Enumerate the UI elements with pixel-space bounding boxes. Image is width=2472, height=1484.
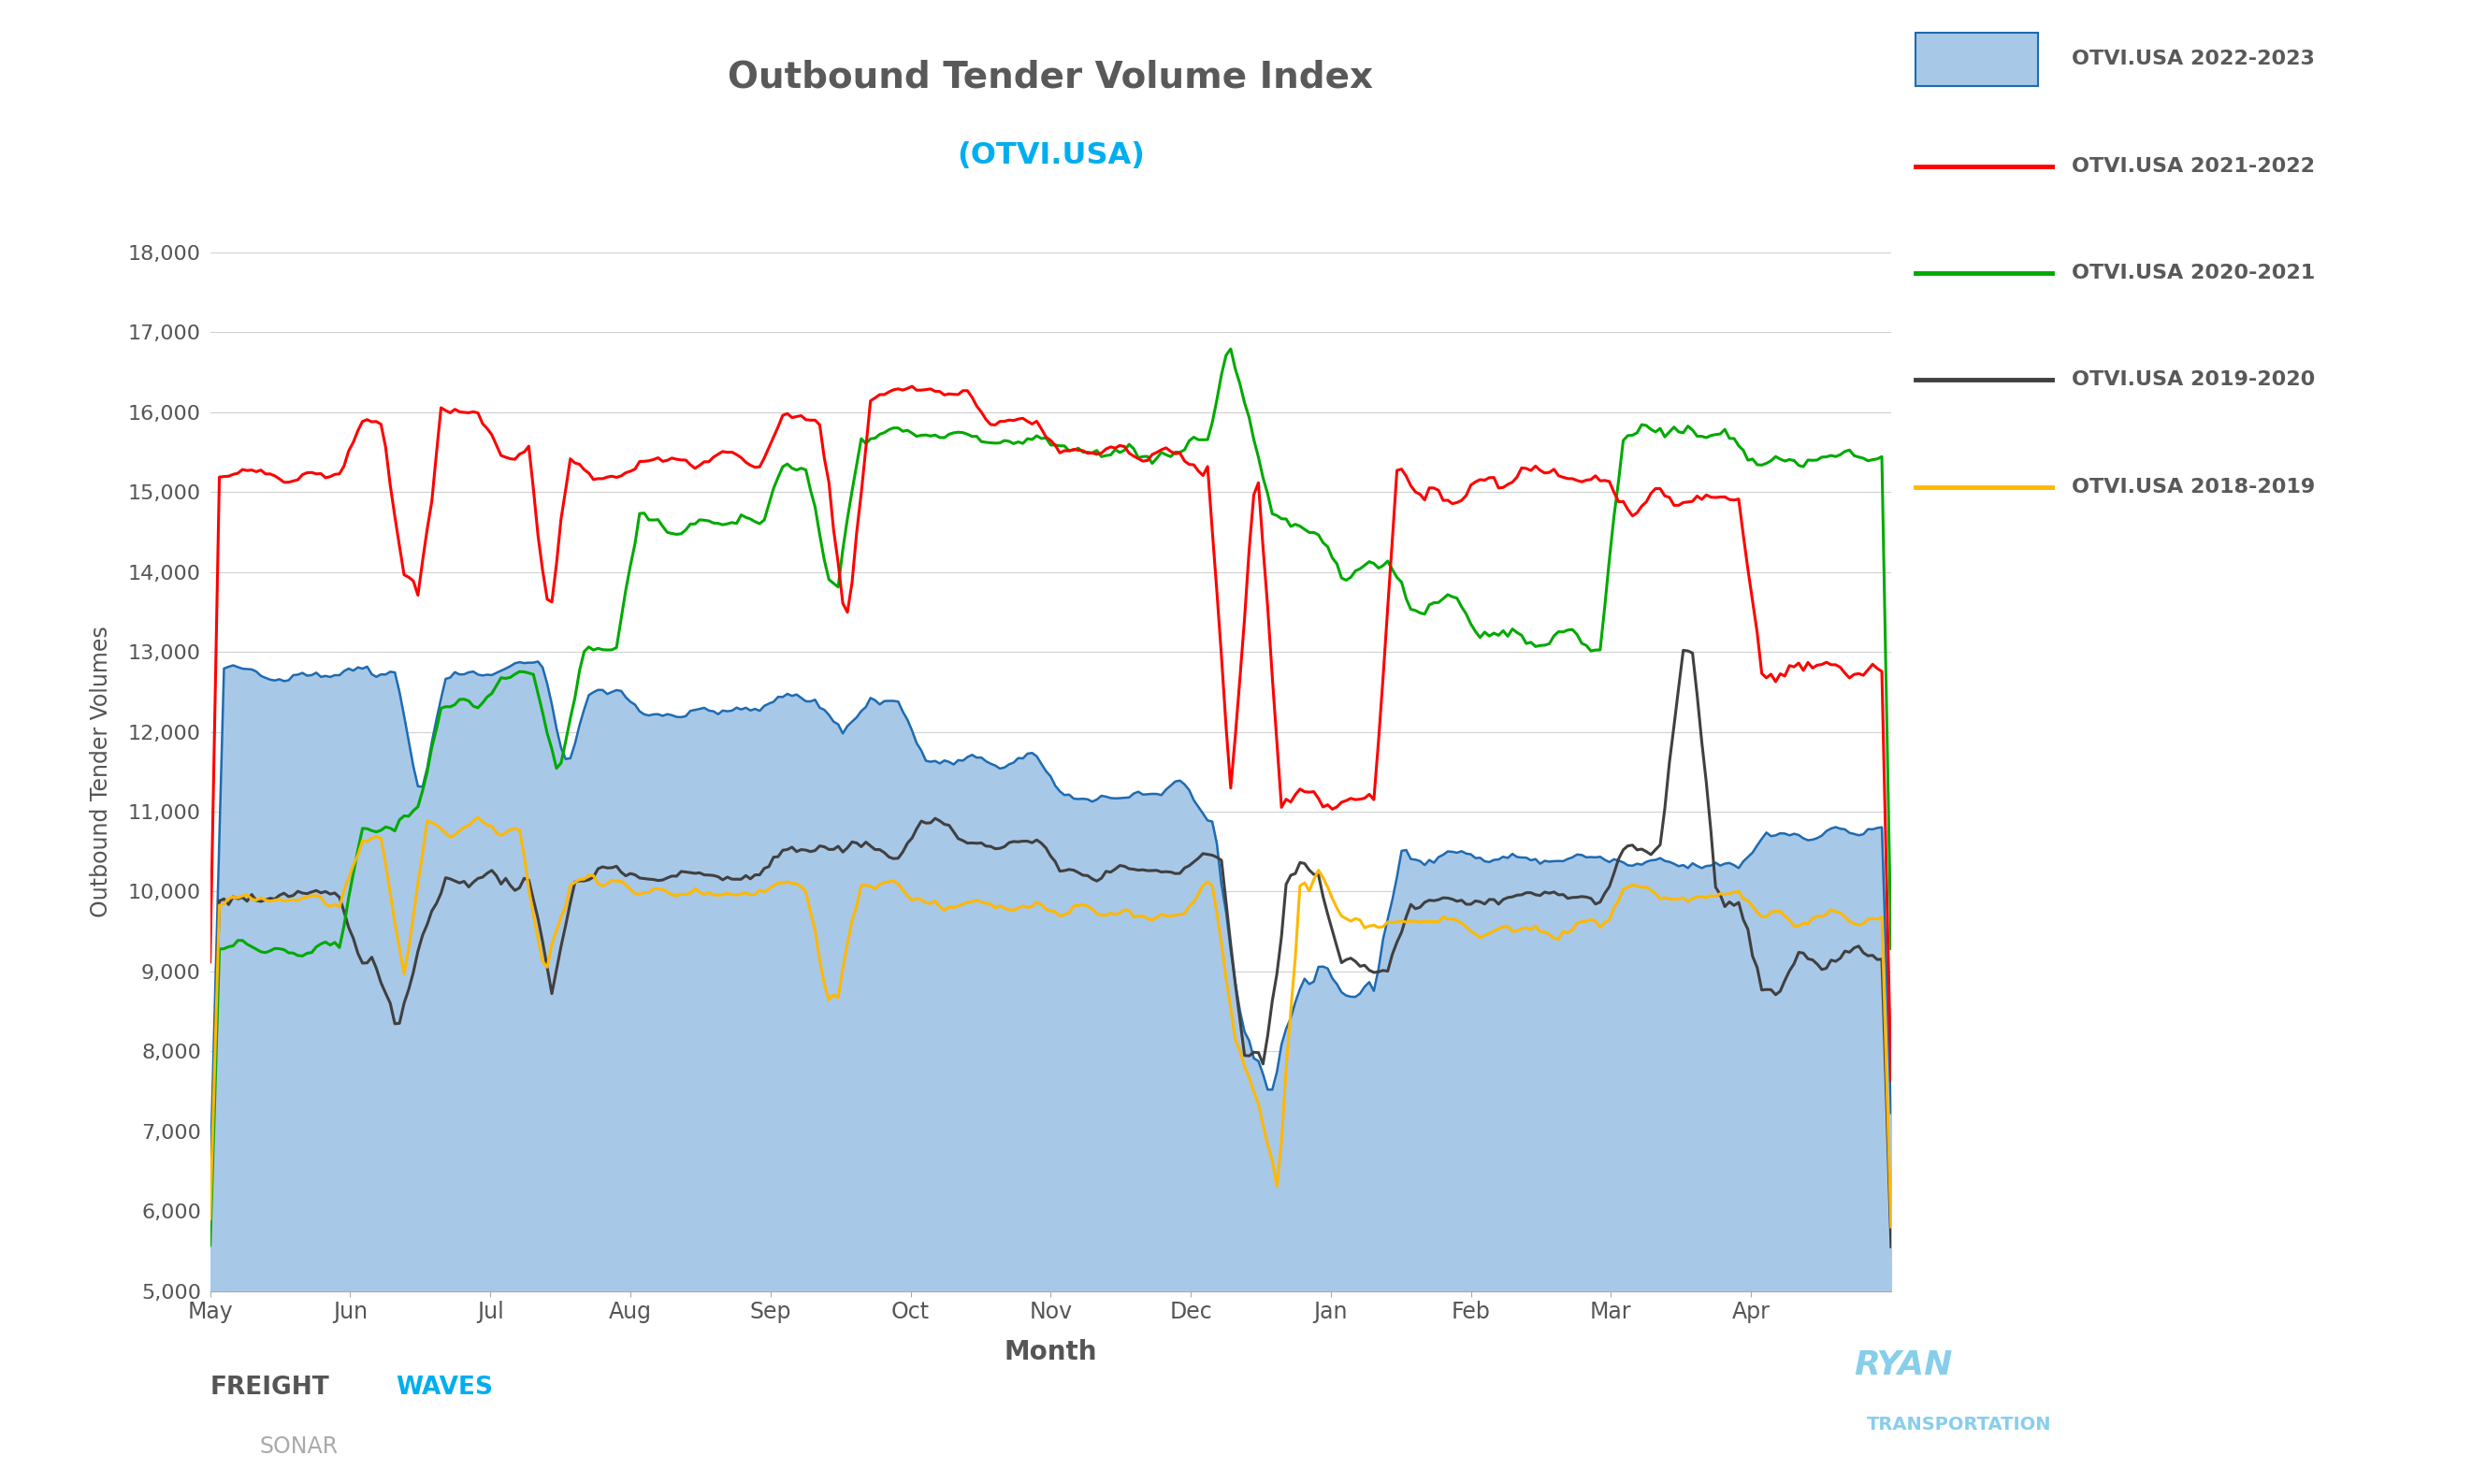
Text: TRANSPORTATION: TRANSPORTATION	[1866, 1416, 2052, 1434]
Y-axis label: Outbound Tender Volumes: Outbound Tender Volumes	[89, 626, 111, 917]
Text: Outbound Tender Volume Index: Outbound Tender Volume Index	[727, 59, 1374, 95]
Text: SONAR: SONAR	[260, 1435, 339, 1459]
Text: OTVI.USA 2022-2023: OTVI.USA 2022-2023	[2072, 50, 2314, 68]
Text: OTVI.USA 2020-2021: OTVI.USA 2020-2021	[2072, 264, 2314, 282]
Text: OTVI.USA 2021-2022: OTVI.USA 2021-2022	[2072, 157, 2314, 175]
Text: OTVI.USA 2018-2019: OTVI.USA 2018-2019	[2072, 478, 2314, 496]
Text: OTVI.USA 2019-2020: OTVI.USA 2019-2020	[2072, 371, 2314, 389]
Text: RYAN: RYAN	[1854, 1349, 1953, 1382]
X-axis label: Month: Month	[1004, 1339, 1098, 1365]
Text: WAVES: WAVES	[396, 1376, 492, 1399]
Text: FREIGHT: FREIGHT	[210, 1376, 329, 1399]
Text: (OTVI.USA): (OTVI.USA)	[957, 141, 1145, 171]
